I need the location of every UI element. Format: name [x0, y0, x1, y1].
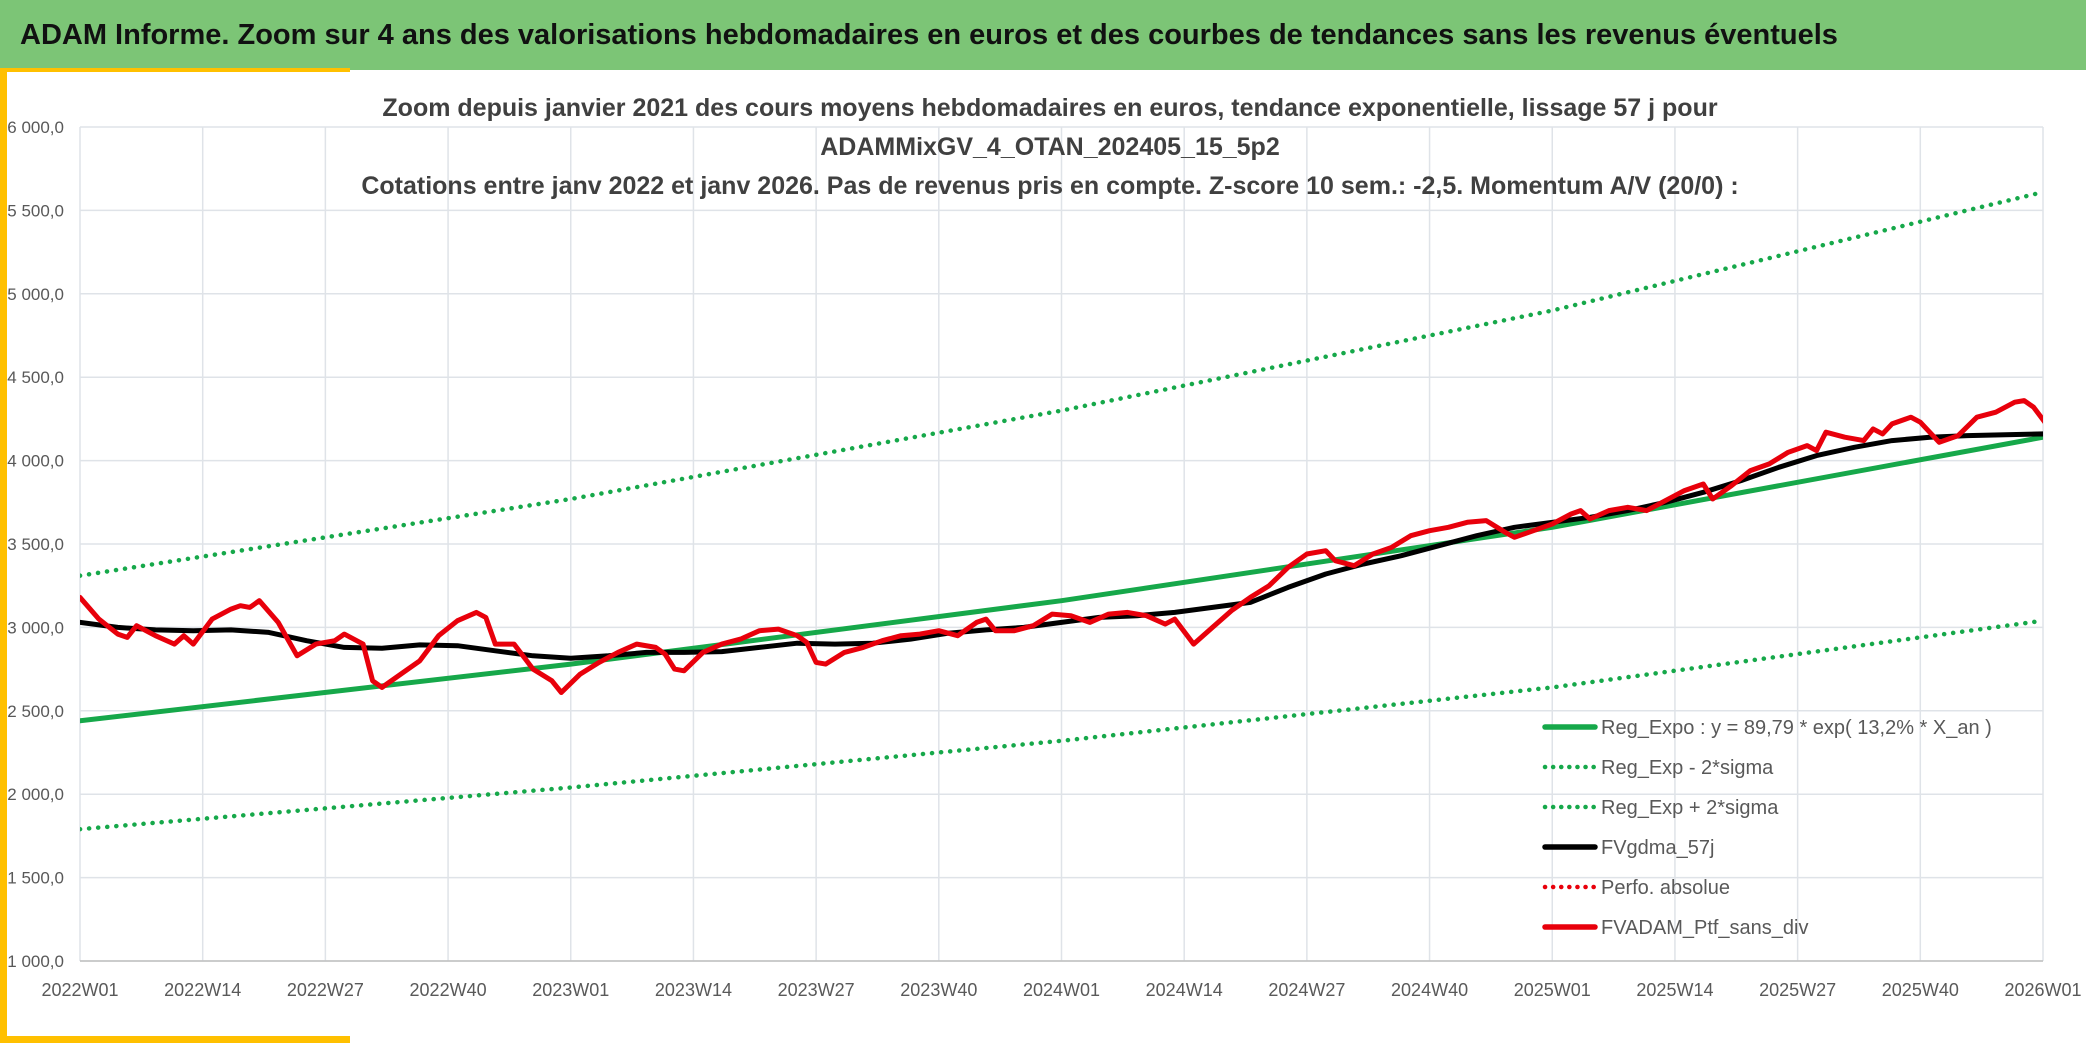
y-tick-label: 5 000,0 [7, 285, 64, 304]
y-tick-label: 4 500,0 [7, 368, 64, 387]
x-tick-label: 2023W40 [900, 980, 977, 1000]
chart-title-line: Zoom depuis janvier 2021 des cours moyen… [382, 94, 1717, 122]
x-tick-label: 2025W27 [1759, 980, 1836, 1000]
legend-label: Reg_Exp - 2*sigma [1601, 757, 1774, 779]
accent-bar-bottom [0, 1036, 350, 1043]
x-tick-label: 2024W40 [1391, 980, 1468, 1000]
y-tick-label: 4 000,0 [7, 452, 64, 471]
x-tick-label: 2025W14 [1636, 980, 1713, 1000]
page-title: ADAM Informe. Zoom sur 4 ans des valoris… [20, 19, 1838, 51]
x-tick-label: 2025W01 [1514, 980, 1591, 1000]
x-tick-label: 2026W01 [2004, 980, 2081, 1000]
y-tick-label: 6 000,0 [7, 118, 64, 137]
y-tick-label: 1 500,0 [7, 869, 64, 888]
x-tick-label: 2022W40 [410, 980, 487, 1000]
y-tick-label: 2 000,0 [7, 785, 64, 804]
series-line [80, 398, 2043, 695]
y-tick-label: 3 000,0 [7, 618, 64, 637]
x-tick-label: 2023W27 [778, 980, 855, 1000]
x-tick-label: 2023W01 [532, 980, 609, 1000]
accent-bar-top [0, 68, 350, 72]
chart-title-line: ADAMMixGV_4_OTAN_202405_15_5p2 [820, 133, 1280, 161]
legend-label: FVgdma_57j [1601, 837, 1714, 859]
series-line [80, 189, 2043, 578]
x-tick-label: 2022W27 [287, 980, 364, 1000]
legend-label: Perfo. absolue [1601, 877, 1730, 899]
y-tick-label: 3 500,0 [7, 535, 64, 554]
x-tick-label: 2024W01 [1023, 980, 1100, 1000]
x-tick-label: 2022W14 [164, 980, 241, 1000]
legend-label: Reg_Expo : y = 89,79 * exp( 13,2% * X_an… [1601, 717, 1992, 739]
x-tick-label: 2024W27 [1268, 980, 1345, 1000]
y-tick-label: 2 500,0 [7, 702, 64, 721]
y-tick-label: 1 000,0 [7, 952, 64, 971]
x-tick-label: 2024W14 [1146, 980, 1223, 1000]
chart-title-line: Cotations entre janv 2022 et janv 2026. … [361, 172, 1738, 200]
legend-label: FVADAM_Ptf_sans_div [1601, 917, 1809, 939]
series-line [80, 618, 2043, 832]
x-tick-label: 2025W40 [1882, 980, 1959, 1000]
legend-label: Reg_Exp + 2*sigma [1601, 797, 1779, 819]
y-tick-label: 5 500,0 [7, 201, 64, 220]
x-tick-label: 2023W14 [655, 980, 732, 1000]
header-banner: ADAM Informe. Zoom sur 4 ans des valoris… [0, 0, 2086, 70]
series-line [80, 431, 2043, 661]
series-group [80, 189, 2043, 832]
accent-bar-left [0, 68, 7, 1043]
x-tick-label: 2022W01 [41, 980, 118, 1000]
